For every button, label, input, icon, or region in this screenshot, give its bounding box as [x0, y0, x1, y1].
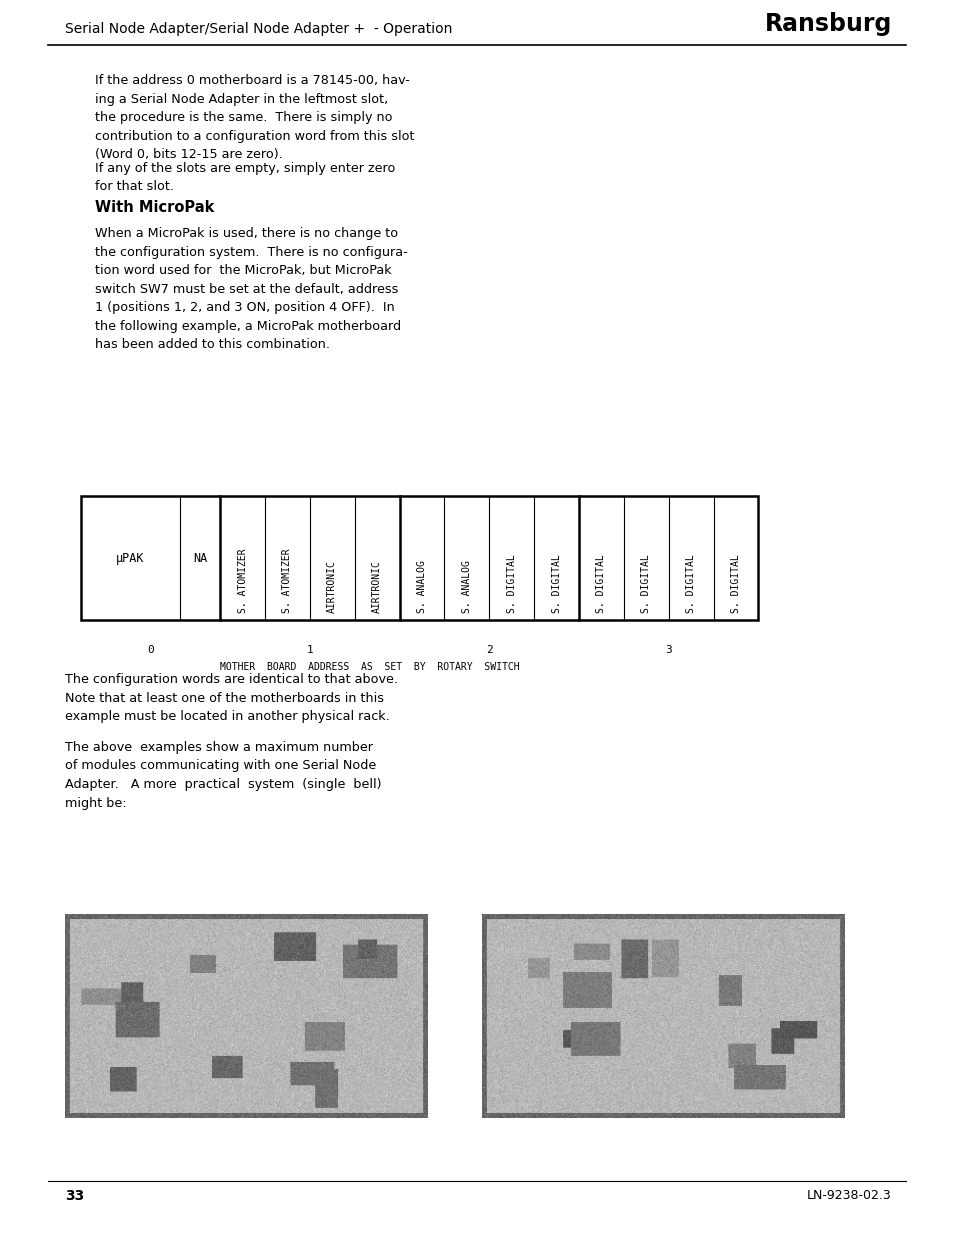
Text: S. DIGITAL: S. DIGITAL — [596, 553, 606, 613]
Text: 33: 33 — [65, 1189, 84, 1203]
Text: 1: 1 — [306, 645, 313, 655]
Text: Ransburg: Ransburg — [763, 12, 891, 36]
Text: LN-9238-02.3: LN-9238-02.3 — [806, 1189, 891, 1203]
Text: AIRTRONIC: AIRTRONIC — [372, 559, 382, 613]
Text: NA: NA — [193, 552, 207, 564]
Text: S. ANALOG: S. ANALOG — [461, 559, 472, 613]
Text: The configuration words are identical to that above.
Note that at least one of t: The configuration words are identical to… — [65, 673, 397, 722]
Text: S. DIGITAL: S. DIGITAL — [730, 553, 740, 613]
Text: With MicroPak: With MicroPak — [95, 200, 214, 215]
Text: If the address 0 motherboard is a 78145-00, hav-
ing a Serial Node Adapter in th: If the address 0 motherboard is a 78145-… — [95, 74, 415, 161]
Text: S. DIGITAL: S. DIGITAL — [640, 553, 651, 613]
Text: S. ATOMIZER: S. ATOMIZER — [237, 548, 248, 613]
Text: S. DIGITAL: S. DIGITAL — [506, 553, 517, 613]
Text: μPAK: μPAK — [116, 552, 145, 564]
Text: S. DIGITAL: S. DIGITAL — [551, 553, 561, 613]
Text: S. ATOMIZER: S. ATOMIZER — [282, 548, 293, 613]
Bar — [81, 496, 758, 620]
Text: The above  examples show a maximum number
of modules communicating with one Seri: The above examples show a maximum number… — [65, 741, 381, 809]
Text: S. DIGITAL: S. DIGITAL — [685, 553, 696, 613]
Text: Serial Node Adapter/Serial Node Adapter +  - Operation: Serial Node Adapter/Serial Node Adapter … — [65, 22, 452, 36]
Text: MOTHER  BOARD  ADDRESS  AS  SET  BY  ROTARY  SWITCH: MOTHER BOARD ADDRESS AS SET BY ROTARY SW… — [220, 662, 519, 672]
Text: If any of the slots are empty, simply enter zero
for that slot.: If any of the slots are empty, simply en… — [95, 162, 395, 194]
Text: 3: 3 — [664, 645, 671, 655]
Text: S. ANALOG: S. ANALOG — [416, 559, 427, 613]
Text: 2: 2 — [485, 645, 492, 655]
Text: AIRTRONIC: AIRTRONIC — [327, 559, 337, 613]
Text: 0: 0 — [147, 645, 153, 655]
Text: When a MicroPak is used, there is no change to
the configuration system.  There : When a MicroPak is used, there is no cha… — [95, 227, 408, 351]
